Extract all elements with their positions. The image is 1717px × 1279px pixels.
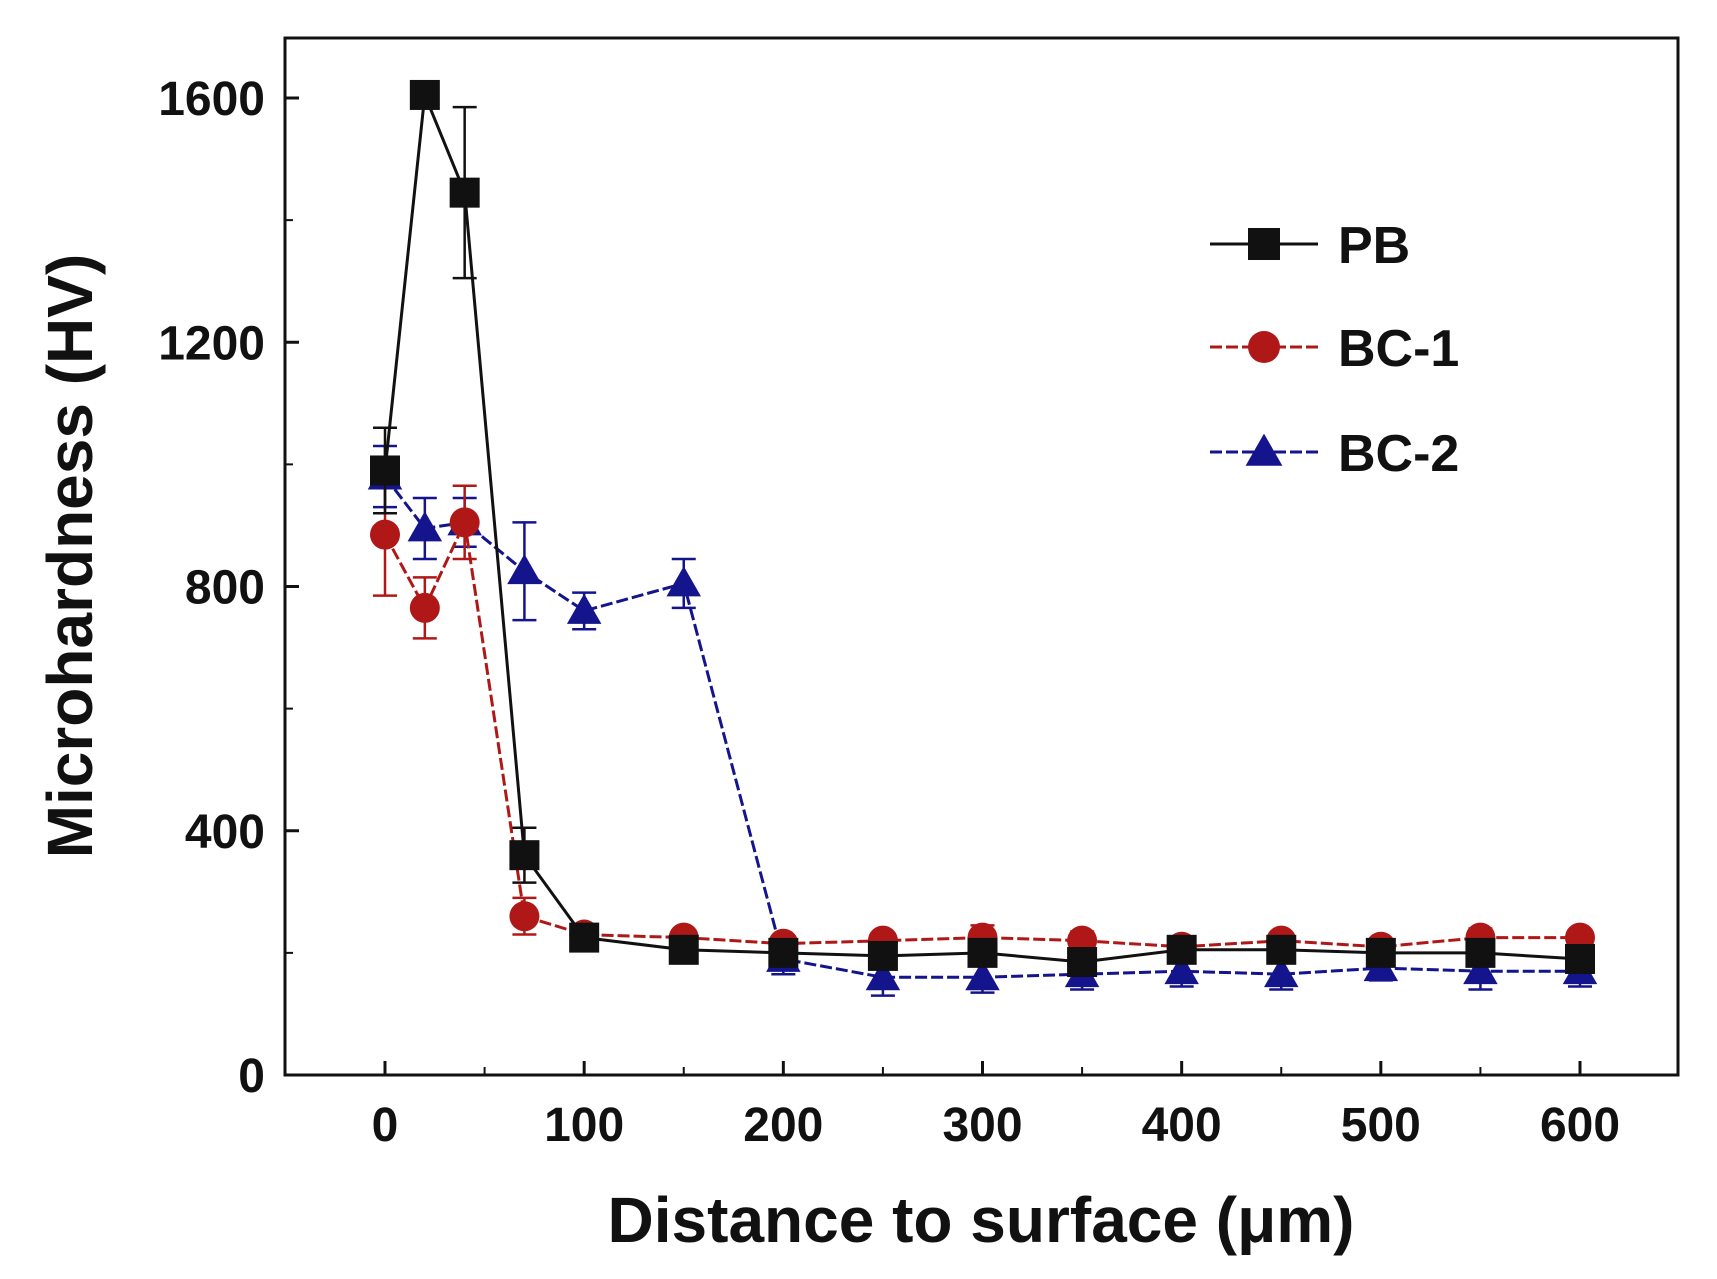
data-point-bc-2 — [1164, 953, 1199, 985]
y-tick-label: 400 — [185, 806, 265, 859]
data-point-bc-2 — [566, 593, 602, 624]
x-axis-label: Distance to surface (μm) — [608, 1184, 1355, 1256]
data-point-bc-1 — [509, 901, 540, 932]
legend-label-pb: PB — [1338, 217, 1410, 275]
axis-ticks: 0 100 200 300 400 500 600 0 400 800 1200 1600 — [158, 73, 1620, 1152]
data-point-bc-2 — [666, 566, 701, 597]
x-tick-label: 0 — [372, 1099, 399, 1152]
x-tick-label: 200 — [743, 1099, 823, 1152]
x-tick-label: 100 — [544, 1099, 624, 1152]
data-point-pb — [569, 922, 600, 953]
data-point-pb — [1067, 947, 1098, 978]
data-point-pb — [370, 455, 400, 486]
legend-marker-pb — [1248, 228, 1280, 260]
data-point-pb — [449, 177, 480, 208]
series-bc-1 — [370, 472, 1595, 962]
y-tick-label: 0 — [238, 1050, 265, 1103]
series-bc-2 — [367, 444, 1598, 997]
x-tick-label: 500 — [1341, 1099, 1421, 1152]
data-point-pb — [867, 940, 898, 971]
series-line-bc-1 — [383, 517, 1580, 949]
data-point-bc-2 — [1463, 953, 1498, 985]
data-point-pb — [509, 840, 540, 871]
data-point-bc-2 — [1264, 956, 1299, 988]
data-point-bc-2 — [407, 511, 443, 542]
plot-frame — [283, 36, 1680, 1077]
y-tick-label: 800 — [185, 562, 265, 615]
data-point-pb — [1565, 943, 1595, 974]
legend-label-bc-2: BC-2 — [1338, 425, 1459, 483]
legend-marker-bc-2 — [1245, 433, 1283, 466]
data-point-pb — [967, 937, 998, 968]
x-tick-label: 400 — [1142, 1099, 1222, 1152]
x-tick-label: 600 — [1540, 1099, 1620, 1152]
x-tick-label: 300 — [942, 1099, 1022, 1152]
legend-marker-bc-1 — [1248, 331, 1280, 363]
legend-label-bc-1: BC-1 — [1338, 320, 1459, 378]
data-point-pb — [768, 937, 799, 968]
y-tick-label: 1200 — [158, 317, 265, 370]
data-point-bc-2 — [507, 553, 542, 585]
y-tick-label: 1600 — [158, 73, 265, 126]
data-series — [367, 79, 1598, 997]
legend: PB BC-1 BC-2 — [1210, 217, 1459, 483]
y-axis-label: Microhardness (HV) — [34, 254, 106, 859]
data-point-bc-1 — [409, 592, 440, 623]
data-point-pb — [1365, 937, 1396, 968]
data-point-bc-1 — [370, 519, 400, 550]
series-line-bc-2 — [383, 475, 1580, 979]
data-point-pb — [1465, 937, 1496, 968]
data-point-bc-2 — [965, 960, 1000, 991]
data-point-pb — [1166, 934, 1197, 965]
data-point-bc-2 — [865, 960, 901, 991]
data-point-bc-1 — [449, 507, 480, 538]
data-point-pb — [409, 79, 440, 110]
data-point-pb — [1266, 934, 1297, 965]
series-pb — [370, 79, 1595, 978]
data-point-pb — [668, 934, 699, 965]
